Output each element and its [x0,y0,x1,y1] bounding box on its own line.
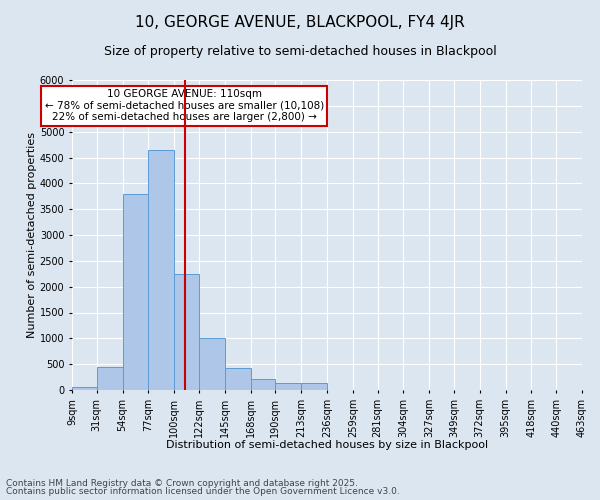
Bar [301,384,327,390]
Bar [174,274,199,390]
Bar [275,384,301,390]
Text: Contains public sector information licensed under the Open Government Licence v3: Contains public sector information licen… [6,487,400,496]
Text: 10 GEORGE AVENUE: 110sqm
← 78% of semi-detached houses are smaller (10,108)
22% : 10 GEORGE AVENUE: 110sqm ← 78% of semi-d… [44,90,324,122]
Bar [199,338,225,390]
Text: Size of property relative to semi-detached houses in Blackpool: Size of property relative to semi-detach… [104,45,496,58]
X-axis label: Distribution of semi-detached houses by size in Blackpool: Distribution of semi-detached houses by … [166,440,488,450]
Y-axis label: Number of semi-detached properties: Number of semi-detached properties [27,132,37,338]
Bar [97,367,122,390]
Text: 10, GEORGE AVENUE, BLACKPOOL, FY4 4JR: 10, GEORGE AVENUE, BLACKPOOL, FY4 4JR [135,15,465,30]
Bar [72,388,97,390]
Bar [225,368,251,390]
Bar [148,150,174,390]
Bar [251,378,275,390]
Text: Contains HM Land Registry data © Crown copyright and database right 2025.: Contains HM Land Registry data © Crown c… [6,478,358,488]
Bar [122,194,148,390]
